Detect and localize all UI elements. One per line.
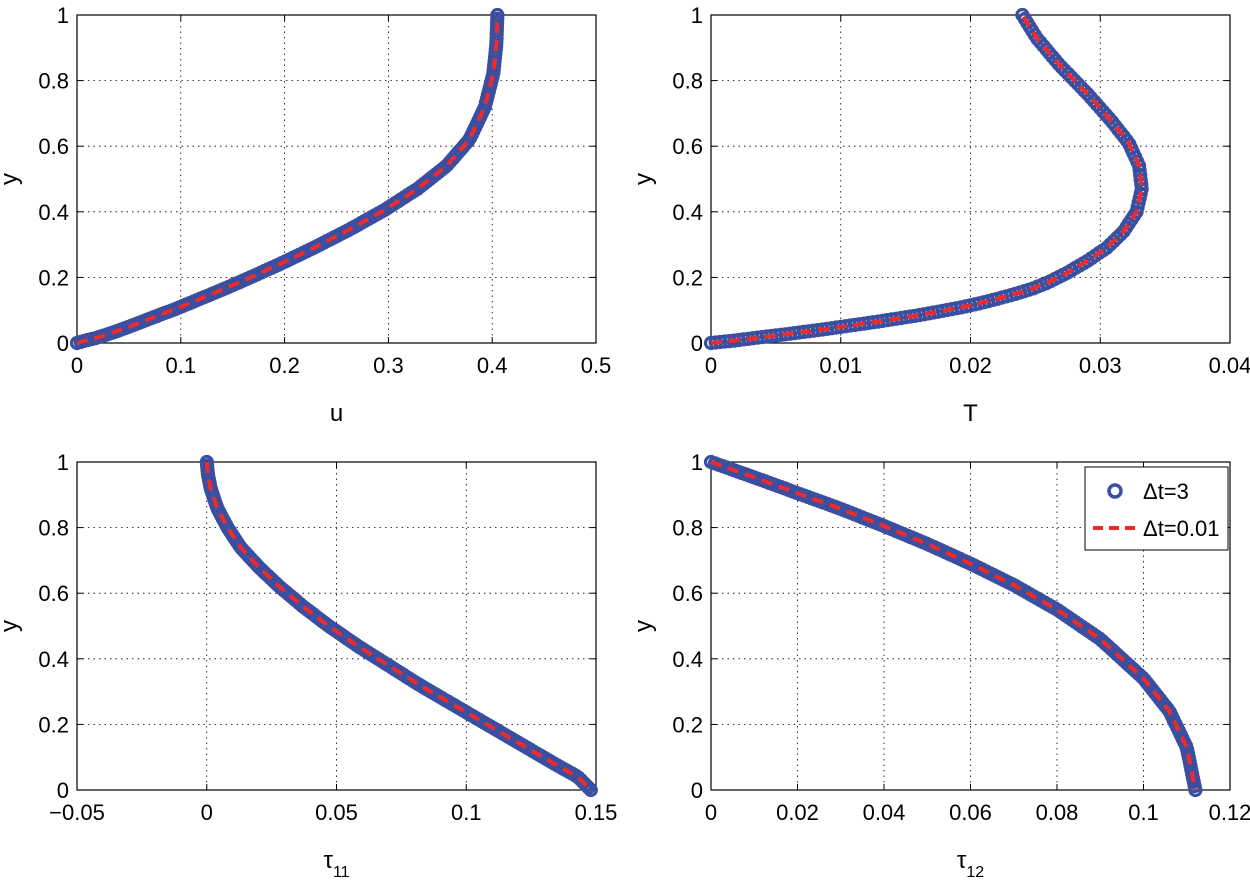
x-tick-label: 0.03 xyxy=(1079,353,1122,378)
y-axis-label: y xyxy=(0,620,23,632)
y-tick-label: 1 xyxy=(57,3,69,28)
x-axis-label-main: τ xyxy=(323,847,333,874)
data-marker xyxy=(490,7,505,23)
y-tick-label: 0.8 xyxy=(38,69,69,94)
y-tick-label: 0.6 xyxy=(672,581,703,606)
x-tick-label: 0.15 xyxy=(575,800,618,825)
x-tick-label: 0.02 xyxy=(949,353,992,378)
x-tick-label: 0.5 xyxy=(581,353,612,378)
x-axis-label: τ12 xyxy=(957,847,984,881)
x-tick-label: 0.08 xyxy=(1036,800,1079,825)
legend: Δt=3 Δt=0.01 xyxy=(1084,466,1229,551)
y-axis-label: y xyxy=(0,173,23,185)
plot-area xyxy=(711,15,1230,343)
x-tick-label: 0.04 xyxy=(1209,353,1250,378)
dashed-series-line xyxy=(76,14,500,345)
x-axis-label-main: T xyxy=(963,400,978,427)
marker-series xyxy=(69,7,505,351)
y-tick-label: 0 xyxy=(691,331,703,356)
dashed-series-line xyxy=(710,13,1144,345)
x-tick-label: 0.2 xyxy=(269,353,300,378)
axes-frame xyxy=(76,14,597,344)
x-axis-label: u xyxy=(330,400,343,427)
y-tick-label: 0.8 xyxy=(672,69,703,94)
y-tick-label: 0 xyxy=(691,778,703,803)
legend-entry-label: Δt=0.01 xyxy=(1143,516,1219,541)
y-tick-label: 0 xyxy=(57,778,69,803)
x-axis-label-main: τ xyxy=(957,847,967,874)
x-tick-label: 0.02 xyxy=(776,800,819,825)
legend-entry-label: Δt=3 xyxy=(1143,479,1189,504)
x-tick-label: 0.4 xyxy=(477,353,508,378)
y-tick-label: 0.8 xyxy=(38,516,69,541)
y-tick-label: 0.2 xyxy=(672,265,703,290)
y-tick-label: 0 xyxy=(57,331,69,356)
x-axis-label: T xyxy=(963,400,978,427)
y-tick-label: 0.2 xyxy=(38,712,69,737)
x-tick-label: 0.1 xyxy=(166,353,197,378)
dashed-series-line xyxy=(710,460,1198,791)
y-tick-label: 0.6 xyxy=(672,134,703,159)
x-axis-label-main: u xyxy=(330,400,343,427)
y-tick-label: 1 xyxy=(691,3,703,28)
data-marker xyxy=(1188,782,1203,798)
data-marker xyxy=(581,780,596,795)
y-tick-label: 0.4 xyxy=(672,200,703,225)
x-tick-label: 0.3 xyxy=(373,353,404,378)
dashed-series-line xyxy=(204,461,593,792)
y-tick-label: 0.8 xyxy=(672,516,703,541)
y-tick-label: 1 xyxy=(57,450,69,475)
x-tick-label: 0.06 xyxy=(949,800,992,825)
y-axis-label: y xyxy=(630,173,657,185)
panel-1: 0 0.1 0.2 0.3 0.4 0.5 0 0.2 0.4 0.6 0.8 1 u y xyxy=(0,3,611,427)
legend-marker-symbol xyxy=(1107,483,1123,499)
y-tick-label: 0.6 xyxy=(38,134,69,159)
x-tick-label: 0.04 xyxy=(863,800,906,825)
x-tick-label: 0.1 xyxy=(451,800,482,825)
x-tick-label: 0.01 xyxy=(819,353,862,378)
marker-series xyxy=(703,7,1149,351)
y-tick-label: 0.2 xyxy=(672,712,703,737)
x-tick-label: 0 xyxy=(705,800,717,825)
panel-4: 0 0.02 0.04 0.06 0.08 0.1 0.12 0 0.2 0.4 0.6 0.8 1 τ1… xyxy=(630,450,1250,881)
marker-series xyxy=(199,454,598,798)
data-marker xyxy=(583,782,598,798)
x-axis-label-subscript: 12 xyxy=(966,864,984,881)
x-tick-label: 0 xyxy=(705,353,717,378)
legend-box xyxy=(1084,466,1229,551)
y-tick-label: 0.4 xyxy=(38,200,69,225)
y-tick-label: 1 xyxy=(691,450,703,475)
x-axis-label-subscript: 11 xyxy=(333,864,350,881)
y-tick-label: 0.4 xyxy=(38,647,69,672)
y-axis-label: y xyxy=(630,620,657,632)
x-tick-label: 0 xyxy=(71,353,83,378)
y-tick-label: 0.4 xyxy=(672,647,703,672)
x-tick-label: 0.1 xyxy=(1128,800,1159,825)
x-tick-label: 0.05 xyxy=(315,800,358,825)
plot-area xyxy=(77,15,596,343)
x-axis-label: τ11 xyxy=(323,847,349,881)
y-tick-label: 0.2 xyxy=(38,265,69,290)
x-tick-label: 0 xyxy=(201,800,213,825)
y-tick-label: 0.6 xyxy=(38,581,69,606)
x-tick-label: −0.05 xyxy=(49,800,105,825)
panel-2: 0 0.01 0.02 0.03 0.04 0 0.2 0.4 0.6 0.8 1 Ty xyxy=(630,3,1250,427)
data-marker xyxy=(1015,7,1030,23)
x-tick-label: 0.12 xyxy=(1209,800,1250,825)
